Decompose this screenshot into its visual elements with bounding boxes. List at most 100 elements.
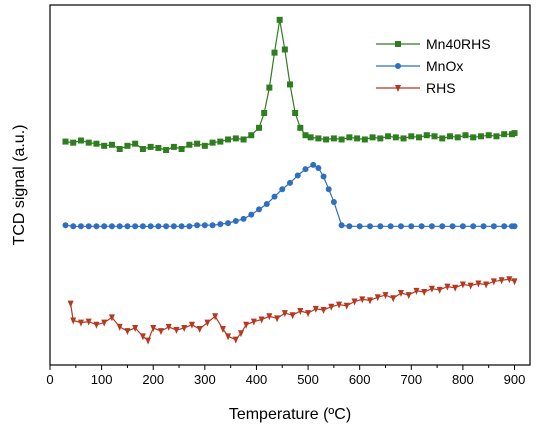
data-point-mnox — [271, 193, 278, 200]
data-point-mnox — [186, 223, 193, 230]
data-point-rhs — [351, 298, 358, 306]
data-point-mn40rhs — [108, 141, 115, 148]
data-point-mnox — [346, 223, 353, 230]
data-point-mn40rhs — [400, 135, 407, 142]
data-point-mnox — [116, 223, 123, 230]
data-point-rhs — [483, 281, 490, 289]
y-axis-title: TCD signal (a.u.) — [11, 125, 28, 246]
data-point-rhs — [237, 330, 244, 338]
data-point-mn40rhs — [439, 135, 446, 142]
data-point-rhs — [173, 327, 180, 335]
x-axis-title: Temperature (ºC) — [229, 406, 351, 423]
data-point-mn40rhs — [447, 133, 453, 140]
data-point-mn40rhs — [297, 124, 304, 131]
data-point-mnox — [93, 223, 100, 230]
data-point-mnox — [330, 198, 337, 205]
data-point-rhs — [70, 317, 77, 325]
data-point-mnox — [287, 179, 293, 186]
data-point-mnox — [315, 165, 322, 172]
data-point-mnox — [408, 223, 415, 230]
data-point-mnox — [124, 223, 131, 230]
data-point-mn40rhs — [155, 144, 162, 151]
data-point-rhs — [374, 294, 381, 302]
data-point-rhs — [139, 333, 146, 341]
data-point-rhs — [165, 323, 172, 331]
data-point-rhs — [116, 323, 123, 331]
data-point-mn40rhs — [77, 137, 84, 144]
data-point-mn40rhs — [85, 139, 92, 146]
data-point-mnox — [132, 223, 139, 230]
legend-label: RHS — [426, 80, 456, 96]
data-point-rhs — [225, 333, 232, 341]
data-point-rhs — [367, 297, 373, 305]
data-point-rhs — [382, 292, 389, 300]
data-point-rhs — [397, 290, 404, 297]
data-point-mn40rhs — [511, 130, 518, 137]
x-tick-label: 900 — [504, 372, 526, 387]
data-point-mnox — [217, 221, 224, 228]
data-point-mn40rhs — [170, 143, 177, 150]
data-point-mnox — [170, 223, 177, 230]
data-point-mn40rhs — [240, 136, 247, 143]
data-point-mnox — [302, 166, 309, 173]
data-point-mnox — [101, 223, 108, 230]
data-point-mn40rhs — [276, 16, 283, 23]
legend-label: MnOx — [426, 58, 463, 74]
data-point-mn40rhs — [477, 133, 484, 140]
data-point-mnox — [248, 211, 255, 218]
data-point-mnox — [147, 223, 154, 230]
data-point-mn40rhs — [124, 142, 131, 149]
data-point-mn40rhs — [330, 135, 337, 142]
series-line-mnox — [65, 164, 515, 227]
x-tick-label: 500 — [297, 372, 319, 387]
data-point-rhs — [281, 310, 288, 318]
data-point-rhs — [232, 336, 239, 344]
data-point-mn40rhs — [423, 132, 430, 139]
data-point-rhs — [150, 324, 157, 332]
data-point-mn40rhs — [307, 134, 314, 141]
data-point-mnox — [367, 223, 373, 230]
data-point-mnox — [201, 222, 208, 229]
data-point-mnox — [387, 223, 394, 230]
data-point-rhs — [436, 286, 443, 294]
data-point-rhs — [390, 295, 397, 303]
x-tick-label: 600 — [349, 372, 371, 387]
data-point-mnox — [256, 206, 263, 213]
data-point-rhs — [459, 281, 466, 289]
data-point-mn40rhs — [385, 133, 392, 140]
data-point-mnox — [155, 223, 162, 230]
x-tick-label: 800 — [452, 372, 474, 387]
x-tick-label: 300 — [194, 372, 216, 387]
data-point-mnox — [320, 173, 327, 180]
data-point-mnox — [178, 223, 185, 230]
data-point-mnox — [310, 161, 317, 168]
data-point-mnox — [139, 223, 146, 230]
data-point-rhs — [196, 326, 203, 333]
data-point-mnox — [428, 223, 435, 230]
data-point-mn40rhs — [132, 140, 139, 147]
data-point-mn40rhs — [493, 133, 500, 140]
x-tick-label: 400 — [246, 372, 268, 387]
x-axis: 0 100 200 300 400 500 600 700 800 900 — [46, 365, 525, 387]
data-point-mn40rhs — [178, 146, 185, 152]
series-mn40rhs — [62, 16, 518, 154]
legend-item-mn40rhs: Mn40RHS — [376, 36, 491, 52]
data-point-mnox — [459, 223, 466, 230]
data-point-rhs — [428, 285, 435, 293]
legend-marker — [395, 41, 401, 47]
data-point-rhs — [250, 318, 257, 326]
data-point-rhs — [305, 310, 312, 318]
data-point-mnox — [501, 223, 508, 230]
data-point-rhs — [413, 287, 420, 295]
data-point-rhs — [212, 313, 219, 321]
data-point-rhs — [490, 278, 497, 286]
data-point-rhs — [266, 313, 273, 321]
data-point-mnox — [225, 220, 232, 227]
data-point-mn40rhs — [147, 143, 154, 150]
data-point-mn40rhs — [302, 132, 309, 139]
plot-area — [62, 16, 518, 345]
data-point-mnox — [356, 223, 363, 230]
data-point-rhs — [359, 296, 366, 304]
data-point-rhs — [93, 321, 100, 329]
data-point-mnox — [294, 172, 301, 179]
